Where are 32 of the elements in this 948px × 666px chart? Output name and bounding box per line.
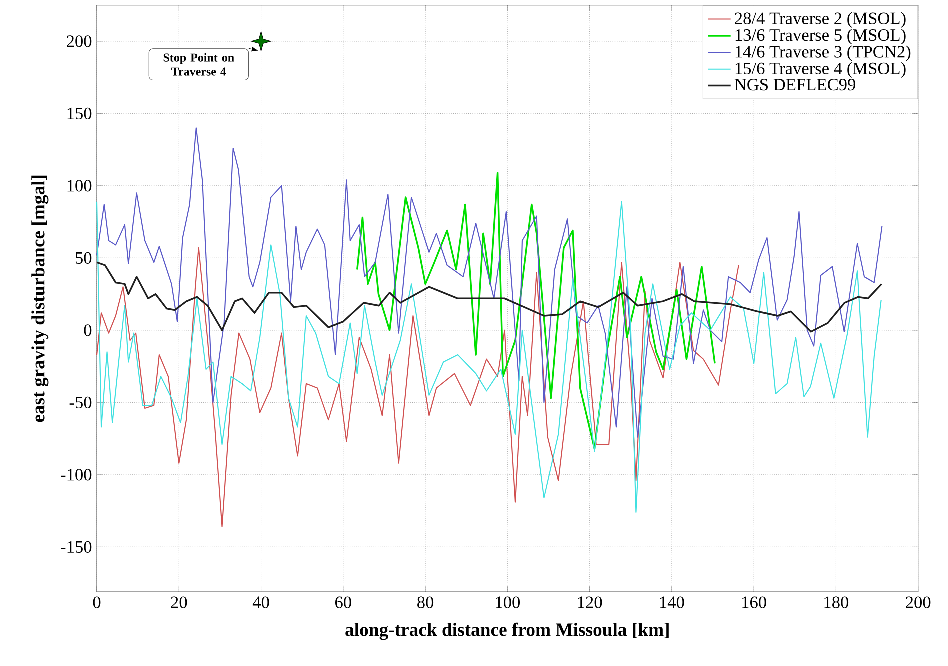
legend-label: 13/6 Traverse 5 (MSOL): [736, 28, 906, 45]
x-tick-label: 120: [578, 596, 602, 608]
y-tick-label: 150: [68, 108, 92, 120]
x-tick-label: 80: [418, 596, 434, 608]
x-axis-title: along-track distance from Missoula [km]: [346, 622, 669, 640]
y-tick-label: 50: [76, 252, 92, 264]
y-tick-label: 0: [84, 324, 92, 336]
y-tick-label: -50: [70, 396, 92, 409]
x-tick-label: 60: [335, 596, 352, 608]
legend-label: 28/4 Traverse 2 (MSOL): [735, 12, 906, 28]
y-tick-label: 200: [67, 36, 92, 48]
x-tick-label: 0: [93, 596, 101, 608]
x-tick-label: 20: [171, 596, 188, 608]
x-tick-label: 100: [496, 596, 520, 608]
x-tick-label: 40: [252, 596, 270, 608]
y-tick-label: 100: [68, 180, 92, 192]
line-series: [356, 172, 716, 450]
y-tick-label: -100: [61, 469, 92, 481]
legend-label: 14/6 Traverse 3 (TPCN2): [736, 46, 911, 62]
x-tick-label: 200: [906, 596, 931, 608]
line-series: [96, 201, 882, 514]
legend-label: 15/6 Traverse 4 (MSOL): [736, 62, 906, 78]
legend-label: NGS DEFLEC99: [734, 79, 856, 91]
y-axis-title: east gravity disturbance [mgal]: [32, 176, 49, 422]
y-tick-label: -150: [61, 541, 92, 554]
x-tick-label: 140: [660, 596, 684, 608]
x-tick-label: 180: [824, 596, 849, 608]
x-tick-label: 160: [742, 596, 766, 608]
line-series: [96, 248, 740, 528]
line-series: [96, 128, 883, 438]
annotation: Stop Point on Traverse 4: [164, 53, 234, 76]
line-series: [96, 262, 883, 333]
